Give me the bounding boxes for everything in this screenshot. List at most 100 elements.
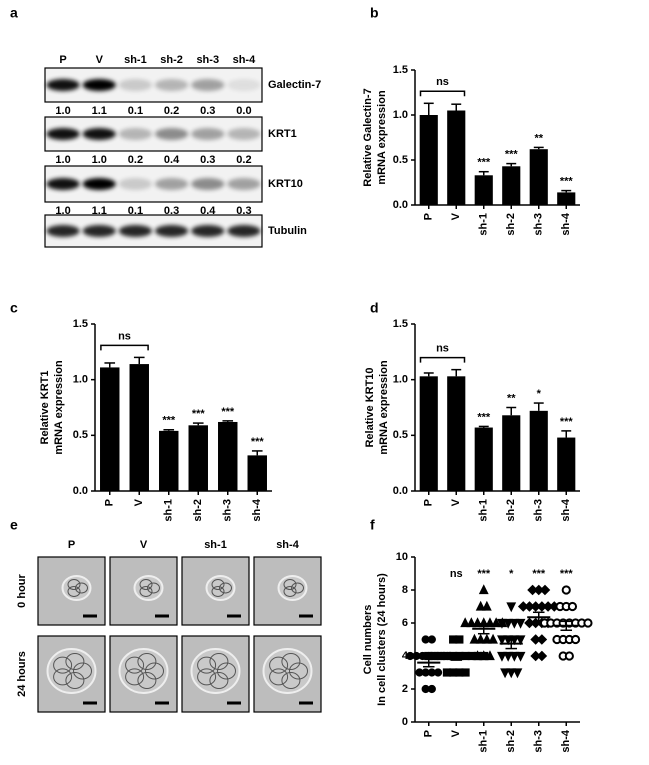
cell [125, 668, 145, 686]
cell [65, 672, 85, 690]
point [583, 618, 593, 628]
cell [269, 656, 289, 674]
y-tick-label: 1.5 [393, 64, 408, 76]
significance-label: *** [162, 415, 176, 427]
band [227, 178, 261, 190]
y-axis-label: mRNA expression [378, 360, 390, 455]
cell [211, 585, 225, 597]
y-tick-label: 0.5 [393, 154, 408, 166]
point [500, 668, 510, 679]
point [506, 602, 517, 613]
x-tick-label: sh-2 [505, 213, 517, 236]
y-axis-label: mRNA expression [376, 90, 388, 185]
x-tick-label: V [450, 212, 462, 220]
error-bar [423, 372, 434, 377]
y-tick-label: 4 [402, 650, 409, 662]
error-bar [163, 429, 175, 431]
point [497, 618, 507, 629]
significance-bracket [419, 356, 466, 363]
point [497, 651, 507, 662]
quantification: 0.2 [128, 154, 143, 166]
bar [474, 175, 493, 205]
panel-label: e [10, 517, 18, 533]
point [478, 650, 489, 661]
y-tick-label: 1.0 [393, 374, 408, 386]
point [567, 601, 578, 612]
error-bar [478, 425, 489, 428]
band [227, 128, 261, 140]
band [227, 79, 261, 91]
x-tick-label: sh-4 [251, 498, 263, 522]
lane-label: sh-2 [160, 54, 183, 66]
cell [53, 656, 73, 674]
blot-box [44, 165, 263, 203]
error-bar [451, 368, 462, 377]
point [512, 668, 523, 679]
cell-cluster [118, 648, 169, 694]
bar [100, 367, 120, 491]
quantification: 0.3 [236, 205, 251, 217]
point [509, 651, 520, 662]
significance-label: *** [505, 149, 519, 161]
quantification: 0.1 [128, 105, 143, 117]
significance-label: *** [532, 568, 546, 580]
y-tick-label: 1.0 [393, 109, 408, 121]
significance-label: *** [192, 408, 206, 420]
quantification: 1.0 [55, 154, 70, 166]
significance-label: *** [477, 411, 491, 423]
x-tick-label: sh-1 [163, 499, 175, 522]
error-bar [104, 362, 116, 368]
row-label: 24 hours [16, 651, 28, 697]
quantification: 0.0 [236, 105, 251, 117]
point [515, 651, 526, 662]
x-tick-label: P [423, 213, 435, 220]
significance-label: ** [534, 132, 543, 144]
x-tick-label: P [423, 730, 435, 737]
point [515, 618, 526, 629]
error-bar [423, 102, 434, 115]
point [455, 635, 464, 644]
y-tick-label: 0.5 [73, 429, 88, 441]
column-label: P [68, 539, 75, 551]
band [118, 128, 153, 140]
point [475, 633, 486, 644]
protein-label: Galectin-7 [268, 79, 321, 91]
column-label: sh-1 [204, 539, 227, 551]
bar [129, 364, 149, 491]
x-tick-label: sh-1 [478, 730, 490, 753]
bar [419, 376, 438, 491]
error-bar [533, 402, 544, 411]
point [564, 651, 574, 661]
band [191, 79, 225, 91]
cell-cluster [262, 648, 313, 694]
point [433, 668, 443, 677]
protein-label: KRT10 [268, 178, 303, 190]
cell [137, 652, 157, 670]
panel-label: a [10, 5, 18, 21]
y-tick-label: 1.5 [73, 318, 88, 330]
cell [281, 672, 301, 690]
x-tick-label: sh-1 [478, 499, 490, 522]
bar [247, 455, 267, 491]
y-tick-label: 2 [402, 683, 408, 695]
x-tick-label: sh-2 [505, 730, 517, 753]
band [154, 178, 189, 190]
sem-bar [477, 623, 490, 635]
bar [529, 149, 548, 205]
error-bar [561, 430, 572, 438]
band [154, 225, 189, 237]
x-tick-label: sh-1 [478, 213, 490, 236]
x-tick-label: V [450, 729, 462, 737]
bar [188, 425, 208, 491]
point [472, 650, 483, 661]
sem-bar [450, 654, 463, 661]
bar [502, 415, 521, 491]
x-tick-label: V [450, 498, 462, 506]
y-axis-label: mRNA expression [53, 360, 65, 455]
band [46, 79, 80, 91]
cell [53, 668, 73, 686]
x-tick-label: sh-3 [533, 730, 545, 753]
y-tick-label: 0.5 [393, 429, 408, 441]
y-tick-label: 6 [402, 617, 408, 629]
cell [269, 668, 289, 686]
